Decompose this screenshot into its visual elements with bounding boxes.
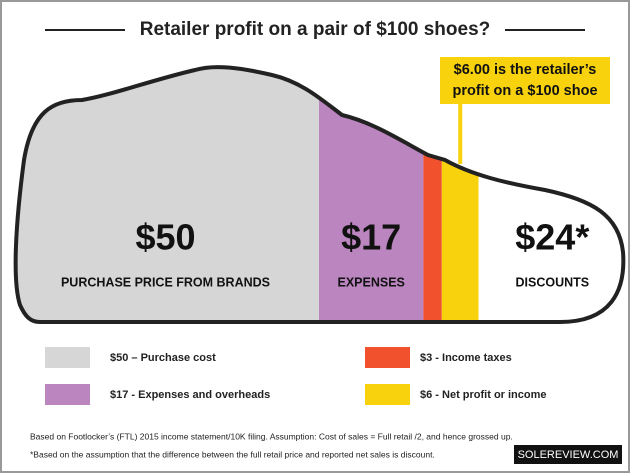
legend-label: $6 - Net profit or income xyxy=(420,389,547,401)
legend-swatch xyxy=(365,347,410,368)
shoe-outline xyxy=(13,65,626,324)
source: SOLEREVIEW.COM xyxy=(518,449,619,461)
segment xyxy=(15,67,319,322)
annotation-box xyxy=(440,57,610,104)
chart-title: Retailer profit on a pair of $100 shoes? xyxy=(140,19,491,40)
legend-swatch xyxy=(365,384,410,405)
legend-swatch xyxy=(45,347,90,368)
annotation: $6.00 is the retailer’s profit on a $100 … xyxy=(440,57,610,164)
annotation-pointer xyxy=(458,104,463,164)
annotation-text: profit on a $100 shoe xyxy=(452,83,597,99)
annotation-text: $6.00 is the retailer’s xyxy=(454,62,597,78)
value-label: $17 xyxy=(341,217,401,258)
legend: $50 – Purchase cost $17 - Expenses and ov… xyxy=(45,347,547,405)
source-box xyxy=(514,445,622,464)
note: *Based on the assumption that the differ… xyxy=(30,449,435,459)
legend-label: $3 - Income taxes xyxy=(420,352,512,364)
segment-labels: $50 PURCHASE PRICE FROM BRANDS $17 EXPENSES… xyxy=(61,217,589,290)
segment-label: DISCOUNTS xyxy=(516,275,590,289)
legend-label: $50 – Purchase cost xyxy=(110,352,216,364)
legend-swatch xyxy=(45,384,90,405)
value-label: $24* xyxy=(515,217,589,258)
segment-label: PURCHASE PRICE FROM BRANDS xyxy=(61,275,270,289)
note: Based on Footlocker’s (FTL) 2015 income … xyxy=(30,431,513,441)
segment-label: EXPENSES xyxy=(337,275,404,289)
legend-label: $17 - Expenses and overheads xyxy=(110,389,270,401)
value-label: $50 xyxy=(135,217,195,258)
